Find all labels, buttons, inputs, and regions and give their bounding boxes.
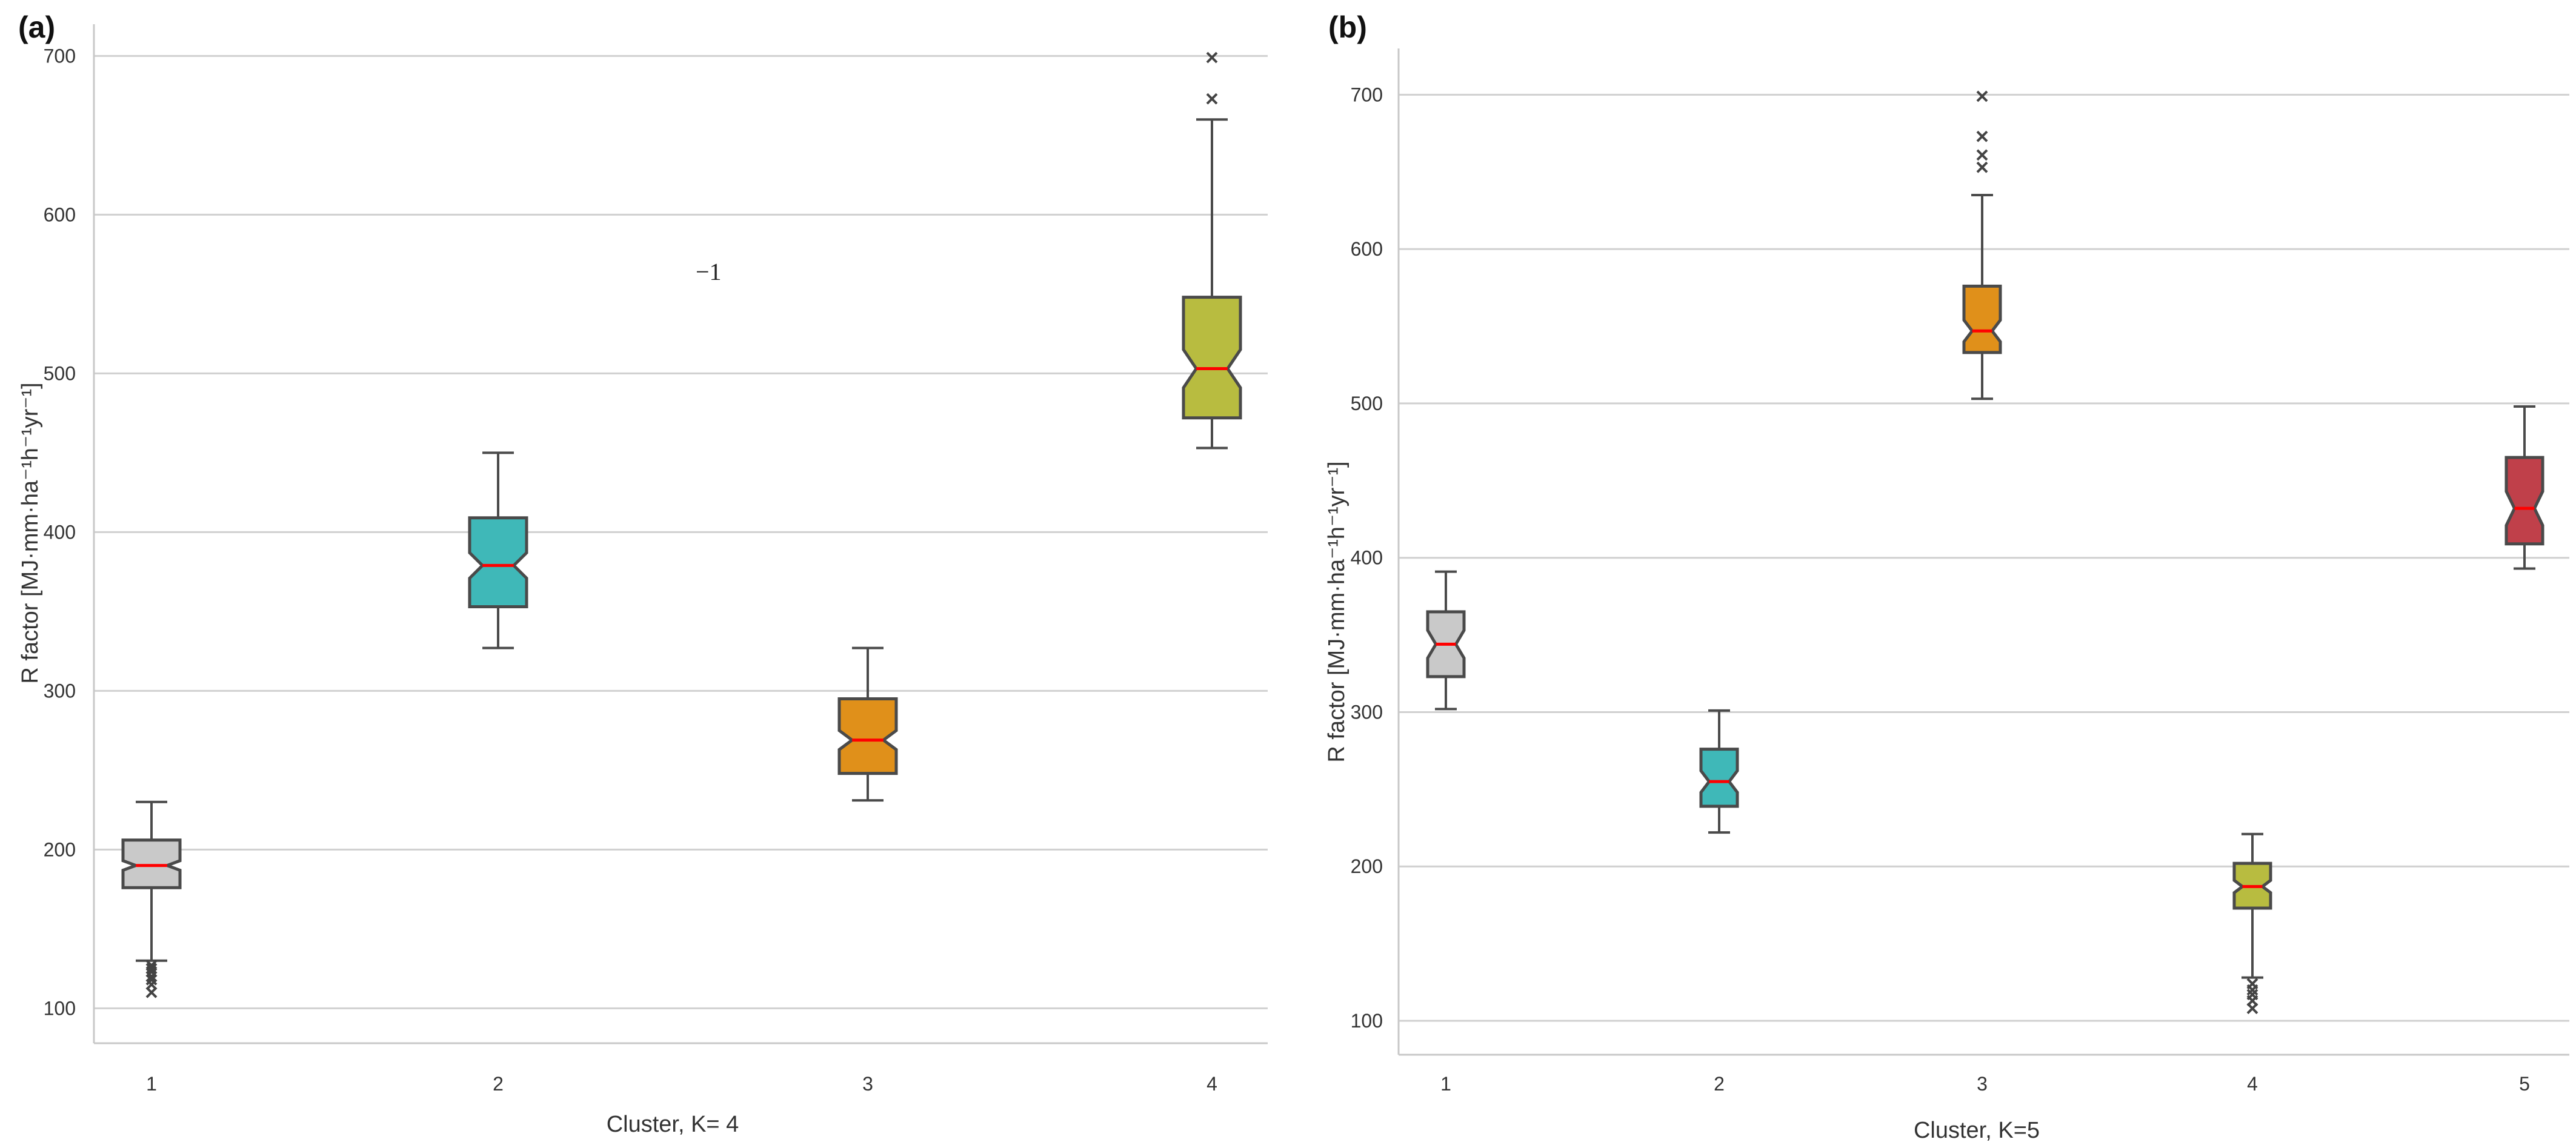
box-body <box>1182 296 1242 420</box>
flier-marker <box>1976 149 1988 161</box>
x-axis-label-a: Cluster, K= 4 <box>607 1112 739 1137</box>
flier-stroke <box>2246 1003 2258 1014</box>
panel-b: (b) 100 200 300 400 500 600 700 1 2 3 4 5 Cluster,… <box>1324 10 2569 1143</box>
x-tick-label: 1 <box>146 1073 157 1095</box>
flier-stroke <box>1206 51 1218 64</box>
box-cluster-5 <box>2504 405 2544 570</box>
flier-marker <box>2246 1003 2258 1014</box>
box-body <box>837 697 898 775</box>
x-axis-label-b: Cluster, K=5 <box>1914 1118 2040 1143</box>
y-tick-label: 700 <box>1351 84 1383 105</box>
flier-stroke <box>145 986 158 998</box>
y-tick-label: 300 <box>44 680 76 702</box>
box-cluster-1 <box>1426 570 1466 711</box>
x-tick-label: 1 <box>1440 1073 1451 1095</box>
y-tick-label: 500 <box>1351 393 1383 414</box>
box-body <box>2504 456 2544 546</box>
panel-a: (a) 100 200 300 400 500 600 700 1 2 3 4 −1 Cluste… <box>18 10 1268 1137</box>
x-tick-label: 4 <box>1206 1073 1217 1095</box>
y-tick-label: 100 <box>44 997 76 1019</box>
x-tick-label: 2 <box>493 1073 504 1095</box>
flier-marker <box>145 986 158 998</box>
flier-stroke <box>1976 161 1988 173</box>
y-axis-label-a: R factor [MJ·mm·ha⁻¹h⁻¹yr⁻¹] <box>18 382 43 683</box>
flier-marker <box>1976 161 1988 173</box>
flier-stroke <box>1976 130 1988 142</box>
box-cluster-3 <box>837 646 898 802</box>
flier-marker <box>1206 93 1218 105</box>
y-tick-label: 600 <box>1351 238 1383 260</box>
grid-a <box>94 55 1268 1009</box>
y-tick-label: 200 <box>1351 855 1383 877</box>
flier-stroke <box>1976 90 1988 102</box>
flier-marker <box>1976 90 1988 102</box>
y-tick-label: 200 <box>44 838 76 860</box>
box-cluster-2 <box>1699 709 1739 834</box>
flier-marker <box>2246 984 2258 996</box>
flier-stroke <box>1976 149 1988 161</box>
x-tick-label: 5 <box>2519 1073 2530 1095</box>
box-body <box>1699 748 1739 808</box>
x-tick-label: 4 <box>2247 1073 2258 1095</box>
box-cluster-2 <box>468 451 528 649</box>
boxes-a <box>121 51 1242 998</box>
x-tick-labels-b: 1 2 3 4 5 <box>1440 1073 2530 1095</box>
y-tick-label: 600 <box>44 204 76 225</box>
annotation-a: −1 <box>696 258 722 285</box>
grid-b <box>1399 93 2569 1022</box>
boxes-b <box>1426 90 2544 1014</box>
x-tick-label: 2 <box>1714 1073 1725 1095</box>
y-tick-label: 400 <box>1351 547 1383 569</box>
box-cluster-4 <box>2232 832 2272 1014</box>
box-body <box>468 516 528 609</box>
panel-b-label: (b) <box>1328 10 1367 44</box>
flier-stroke <box>2246 984 2258 996</box>
y-tick-label: 700 <box>44 45 76 67</box>
y-tick-label: 400 <box>44 521 76 543</box>
x-tick-labels-a: 1 2 3 4 <box>146 1073 1217 1095</box>
y-axis-label-b: R factor [MJ·mm·ha⁻¹h⁻¹yr⁻¹] <box>1324 461 1350 762</box>
x-tick-label: 3 <box>1977 1073 1988 1095</box>
flier-marker <box>1206 51 1218 64</box>
box-body <box>121 838 182 889</box>
box-cluster-3 <box>1962 90 2002 400</box>
y-tick-labels-a: 100 200 300 400 500 600 700 <box>44 45 76 1019</box>
flier-marker <box>1976 130 1988 142</box>
x-tick-label: 3 <box>862 1073 873 1095</box>
flier-stroke <box>1206 93 1218 105</box>
panel-a-label: (a) <box>18 10 55 44</box>
box-cluster-1 <box>121 800 182 998</box>
y-tick-labels-b: 100 200 300 400 500 600 700 <box>1351 84 1383 1032</box>
box-body <box>1962 284 2002 354</box>
y-tick-label: 100 <box>1351 1010 1383 1032</box>
box-cluster-4 <box>1182 51 1242 450</box>
y-tick-label: 500 <box>44 362 76 384</box>
y-tick-label: 300 <box>1351 701 1383 723</box>
